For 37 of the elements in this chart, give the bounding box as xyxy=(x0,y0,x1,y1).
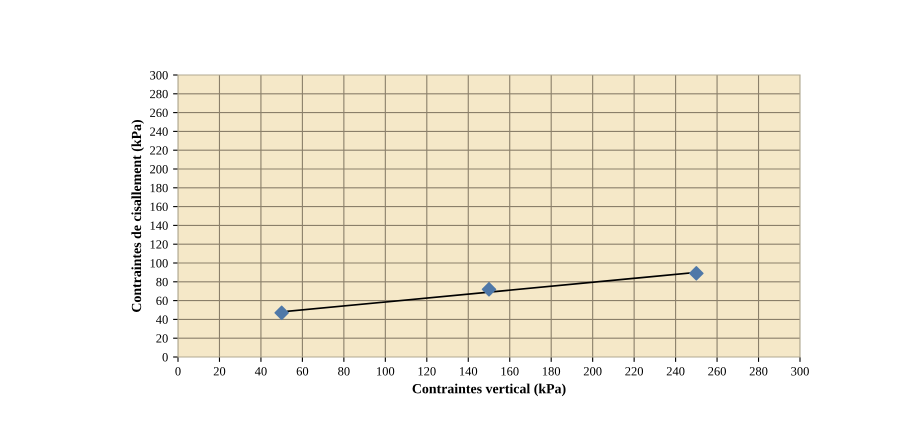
x-tick-label: 20 xyxy=(214,367,226,376)
y-tick-label: 100 xyxy=(150,259,168,268)
x-tick-label: 80 xyxy=(338,367,350,376)
y-axis-title: Contraintes de cisallement (kPa) xyxy=(131,120,144,312)
y-tick-label: 140 xyxy=(150,221,168,230)
x-tick-label: 220 xyxy=(625,367,644,376)
y-tick-label: 80 xyxy=(156,278,168,286)
x-tick-label: 100 xyxy=(377,367,394,376)
x-tick-label: 0 xyxy=(175,367,181,376)
y-tick-label: 180 xyxy=(150,184,168,192)
y-tick-label: 300 xyxy=(150,71,168,80)
y-tick-label: 0 xyxy=(162,353,168,362)
y-tick-label: 160 xyxy=(150,202,168,212)
x-tick-label: 40 xyxy=(254,367,267,376)
y-tick-label: 120 xyxy=(150,240,168,249)
y-tick-label: 220 xyxy=(150,146,168,155)
point xyxy=(689,266,704,281)
point xyxy=(482,282,496,297)
x-tick-label: 120 xyxy=(418,367,436,376)
x-tick-label: 160 xyxy=(501,367,519,376)
x-tick-label: 260 xyxy=(708,367,726,376)
y-tick-label: 40 xyxy=(156,315,168,324)
y-tick-label: 200 xyxy=(150,165,168,174)
x-tick-label: 180 xyxy=(542,367,560,376)
x-tick-label: 200 xyxy=(584,367,602,376)
y-tick-label: 280 xyxy=(150,90,168,98)
x-tick-label: 300 xyxy=(791,367,809,376)
x-tick-label: 280 xyxy=(750,367,768,376)
y-tick-label: 260 xyxy=(150,108,168,118)
x-axis-title: Contraintes vertical (kPa) xyxy=(412,384,566,396)
x-tick-label: 60 xyxy=(296,367,308,376)
y-tick-label: 60 xyxy=(156,296,168,306)
y-tick-label: 240 xyxy=(150,127,168,136)
point xyxy=(274,306,289,320)
y-tick-label: 20 xyxy=(156,334,168,343)
x-tick-label: 140 xyxy=(460,367,478,376)
x-tick-label: 240 xyxy=(666,367,684,376)
